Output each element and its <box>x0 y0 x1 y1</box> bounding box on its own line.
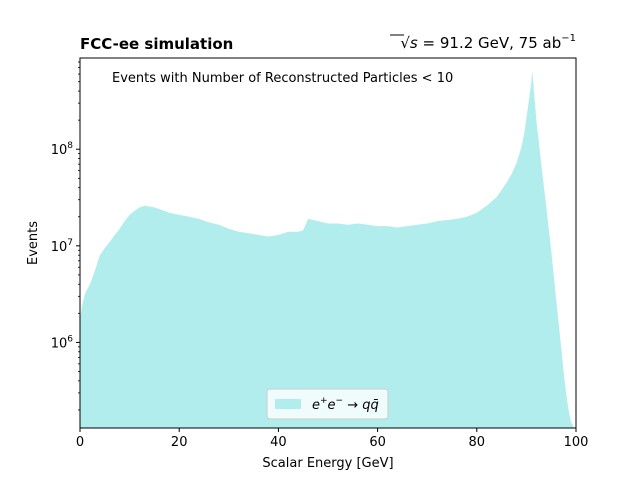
title-right-text: = 91.2 GeV, 75 ab <box>418 34 562 52</box>
title-right-sup: −1 <box>561 33 576 44</box>
y-tick-label: 108 <box>51 141 74 158</box>
series-area-0 <box>80 70 574 429</box>
chart-annotation: Events with Number of Reconstructed Part… <box>112 71 453 86</box>
x-tick-label: 40 <box>270 435 287 450</box>
x-tick-label: 20 <box>171 435 188 450</box>
x-tick-label: 100 <box>564 435 589 450</box>
x-tick-label: 80 <box>469 435 486 450</box>
plot-frame <box>79 57 577 429</box>
y-tick-label: 106 <box>51 334 74 351</box>
legend-box <box>266 388 389 420</box>
x-axis-label: Scalar Energy [GeV] <box>262 456 393 471</box>
plot-area <box>80 70 574 429</box>
legend-swatch <box>275 399 301 409</box>
legend-label: e+e− → qq̄ <box>312 396 379 413</box>
y-axis: 106 107 108 <box>51 61 80 411</box>
chart-title-left: FCC-ee simulation <box>80 35 233 53</box>
sqrt-symbol: √s <box>400 34 418 52</box>
x-tick-label: 0 <box>76 435 84 450</box>
x-tick-label: 60 <box>369 435 386 450</box>
chart-title-right: √s = 91.2 GeV, 75 ab−1 <box>400 33 576 52</box>
x-axis: 0 20 40 60 80 100 <box>76 428 589 450</box>
y-axis-label: Events <box>26 221 41 265</box>
legend: e+e− → qq̄ <box>266 388 389 420</box>
y-tick-label: 107 <box>51 238 73 255</box>
